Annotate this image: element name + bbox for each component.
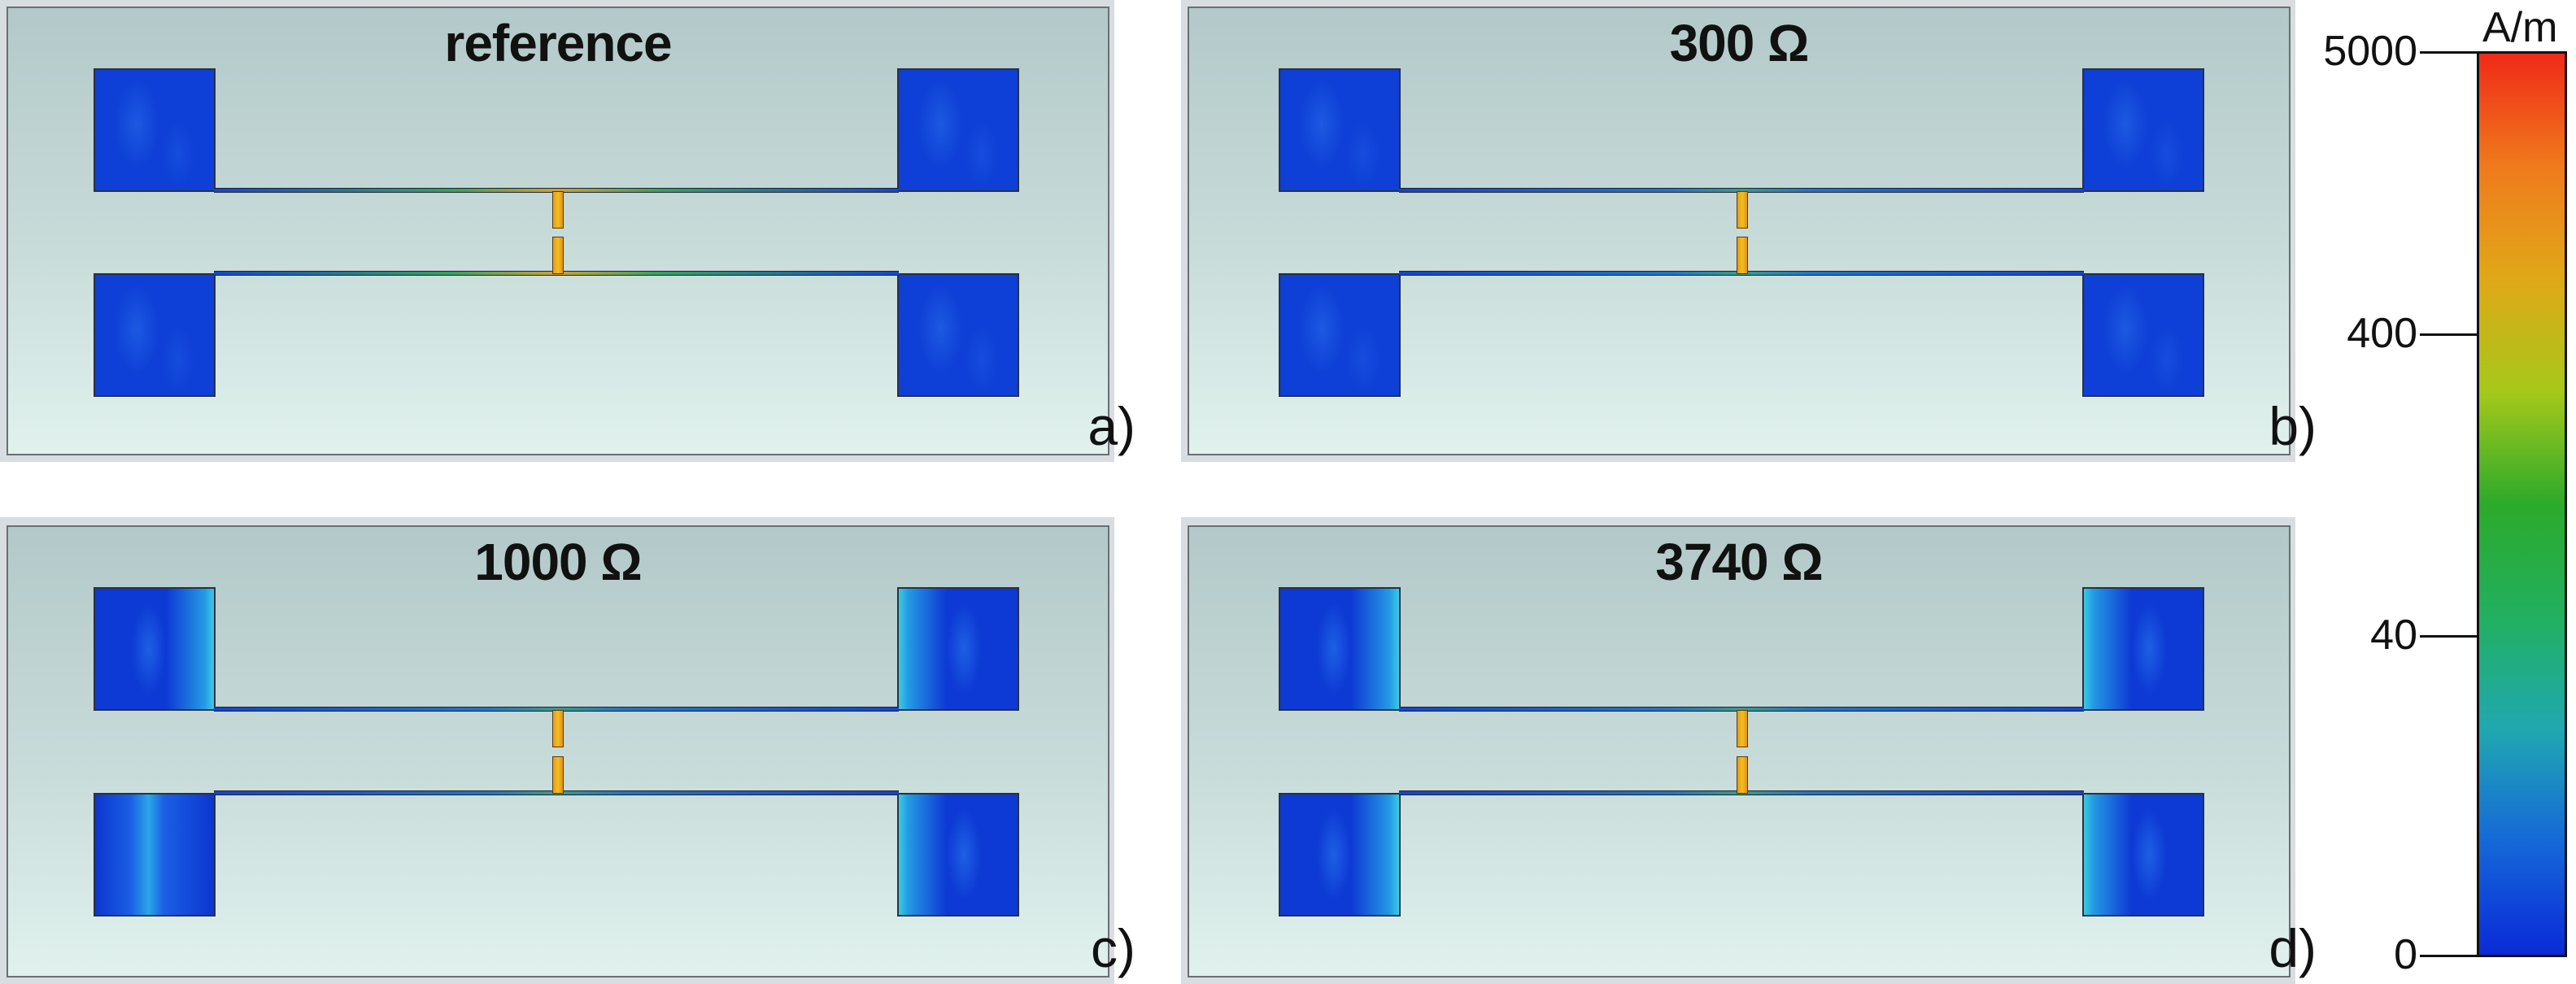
panel-a-pad-top-right xyxy=(897,68,1019,192)
panel-a-gap-stub-upper xyxy=(552,191,564,229)
panel-c-gap-stub-lower xyxy=(552,756,564,794)
colorbar-label-400: 400 xyxy=(2347,310,2417,357)
panel-a-letter: a) xyxy=(1087,396,1135,456)
panel-d-gap-stub-lower xyxy=(1737,756,1748,794)
panel-d-gap-stub-upper xyxy=(1737,710,1748,747)
colorbar-tick-5000 xyxy=(2420,51,2478,54)
colorbar-unit: A/m xyxy=(2482,4,2558,51)
colorbar-tick-40 xyxy=(2420,635,2478,638)
panel-a: reference a) xyxy=(7,7,1135,456)
colorbar-tick-400 xyxy=(2420,333,2478,336)
panel-a-title: reference xyxy=(444,14,672,72)
panel-c-pad-top-left xyxy=(94,587,216,711)
panel-c-pad-top-right xyxy=(897,587,1019,711)
panel-d-pad-top-right xyxy=(2082,587,2204,711)
panel-b-title: 300 Ω xyxy=(1669,14,1810,72)
colorbar-label-40: 40 xyxy=(2370,612,2417,659)
panel-b-pad-bottom-right xyxy=(2082,273,2204,397)
panel-d-pad-top-left xyxy=(1279,587,1401,711)
panel-a-gap-stub-lower xyxy=(552,237,564,274)
panel-c-title: 1000 Ω xyxy=(474,533,642,591)
panel-b-pad-top-right xyxy=(2082,68,2204,192)
panel-d-title: 3740 Ω xyxy=(1655,533,1823,591)
panel-a-pad-top-left xyxy=(94,68,216,192)
colorbar-tick-0 xyxy=(2420,955,2478,957)
panel-b-letter: b) xyxy=(2269,396,2317,456)
panel-c-letter: c) xyxy=(1091,918,1135,978)
panel-c-pad-bottom-left xyxy=(94,793,216,917)
panel-a-pad-bottom-left xyxy=(94,273,216,397)
panel-b-gap-stub-upper xyxy=(1737,191,1748,229)
panel-d-pad-bottom-left xyxy=(1279,793,1401,917)
colorbar-label-0: 0 xyxy=(2394,931,2417,978)
panel-b: 300 Ω b) xyxy=(1188,7,2317,456)
colorbar xyxy=(2477,51,2567,957)
panel-b-gap-stub-lower xyxy=(1737,237,1748,274)
panel-d: 3740 Ω d) xyxy=(1188,525,2317,978)
panel-c-pad-bottom-right xyxy=(897,793,1019,917)
panel-a-pad-bottom-right xyxy=(897,273,1019,397)
panel-c-gap-stub-upper xyxy=(552,710,564,747)
panel-c: 1000 Ω c) xyxy=(7,525,1135,978)
panel-b-pad-bottom-left xyxy=(1279,273,1401,397)
colorbar-label-5000: 5000 xyxy=(2323,28,2417,75)
panel-b-pad-top-left xyxy=(1279,68,1401,192)
panel-d-pad-bottom-right xyxy=(2082,793,2204,917)
panel-d-letter: d) xyxy=(2269,918,2317,978)
